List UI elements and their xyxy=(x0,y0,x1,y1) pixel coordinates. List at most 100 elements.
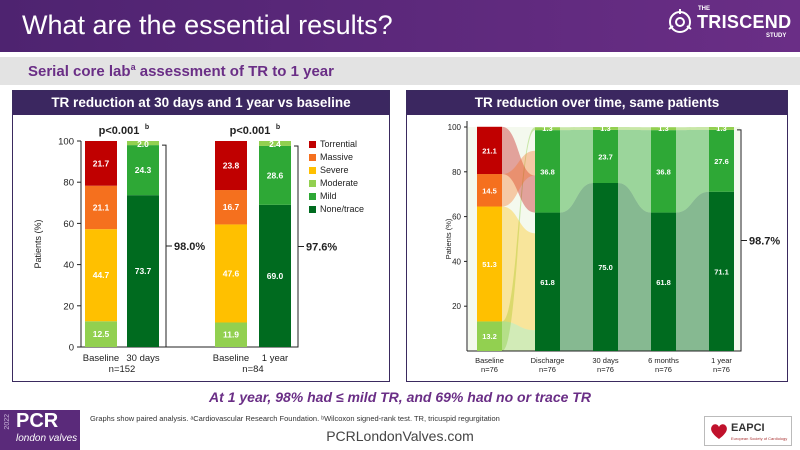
flow-band xyxy=(560,127,593,131)
bar-data-label: 2.0 xyxy=(137,139,149,149)
legend-swatch xyxy=(309,206,316,213)
bar-segment xyxy=(85,141,117,186)
legend-swatch xyxy=(309,154,316,161)
logo-study: STUDY xyxy=(766,33,787,39)
y-tick-label: 60 xyxy=(63,219,74,230)
bar-data-label: 2.4 xyxy=(269,139,281,149)
subtitle-rest: assessment of TR to 1 year xyxy=(135,63,334,80)
bar-data-label: 1.3 xyxy=(542,124,552,133)
bar-segment xyxy=(477,206,502,322)
bar-data-label: 1.3 xyxy=(658,124,668,133)
bar-data-label: 47.6 xyxy=(223,268,240,278)
bracket-label: 98.0% xyxy=(174,241,205,253)
bar-data-label: 61.8 xyxy=(540,278,555,287)
flow-band xyxy=(560,183,593,351)
bracket xyxy=(737,129,747,352)
y-axis-label: Patients (%) xyxy=(444,218,453,259)
bar-segment xyxy=(593,129,618,183)
p-value-sup: b xyxy=(145,124,149,131)
bar-segment xyxy=(259,145,291,205)
y-tick-label: 0 xyxy=(69,343,74,354)
flow-band xyxy=(676,129,709,213)
x-tick-label: Baseline xyxy=(83,353,119,364)
logo-name: TRISCEND xyxy=(697,12,792,32)
bar-segment xyxy=(85,185,117,230)
bar-data-label: 36.8 xyxy=(540,167,555,176)
p-value-label: p<0.001 xyxy=(99,125,140,137)
bar-segment xyxy=(215,224,247,323)
legend-label: Moderate xyxy=(320,178,358,188)
bar-data-label: 69.0 xyxy=(267,271,284,281)
triscend-logo: THE TRISCEND STUDY xyxy=(662,6,792,46)
bracket xyxy=(162,144,172,348)
x-tick-label: Baseline xyxy=(475,356,504,365)
bar-segment xyxy=(651,130,676,213)
legend-swatch xyxy=(309,180,316,187)
bar-segment xyxy=(215,190,247,225)
y-tick-label: 80 xyxy=(63,178,74,189)
flow-band xyxy=(502,150,535,207)
bar-segment xyxy=(709,127,734,130)
page-title: What are the essential results? xyxy=(22,10,393,40)
right-chart: 20 40 60 80 100 Patients (%) 13.2 51.3 14.5 21.1 B… xyxy=(444,121,780,374)
bar-segment xyxy=(593,127,618,130)
key-message: At 1 year, 98% had ≤ mild TR, and 69% ha… xyxy=(209,389,591,405)
x-tick-label: Discharge xyxy=(531,356,565,365)
bar-data-label: 51.3 xyxy=(482,260,497,269)
flow-band xyxy=(618,127,651,131)
x-tick-label: Baseline xyxy=(213,353,249,364)
bar-data-label: 16.7 xyxy=(223,202,240,212)
bar-data-label: 28.6 xyxy=(267,170,284,180)
left-chart-title: TR reduction at 30 days and 1 year vs ba… xyxy=(13,91,389,115)
bar-data-label: 12.5 xyxy=(93,329,110,339)
y-axis-label: Patients (%) xyxy=(33,219,43,268)
flow-band xyxy=(618,129,651,213)
footer-url[interactable]: PCRLondonValves.com xyxy=(326,428,474,444)
legend-label: Severe xyxy=(320,165,349,175)
legend-label: None/trace xyxy=(320,204,364,214)
y-tick-label: 100 xyxy=(448,123,462,132)
y-tick-label: 20 xyxy=(63,301,74,312)
subtitle-text: Serial core lab xyxy=(28,63,131,80)
eapci-logo: EAPCI European Society of Cardiology xyxy=(704,416,792,446)
flow-band xyxy=(676,127,709,131)
y-tick-label: 40 xyxy=(63,260,74,271)
group-n-label: n=152 xyxy=(109,364,136,375)
flow-band xyxy=(560,129,593,213)
flow-band xyxy=(502,206,535,331)
bar-data-label: 21.1 xyxy=(482,146,497,155)
bar-segment xyxy=(593,183,618,351)
pcr-logo-block xyxy=(0,410,80,450)
footnote: Graphs show paired analysis. ᵃCardiovasc… xyxy=(90,414,500,423)
x-n-label: n=76 xyxy=(713,365,730,374)
legend-swatch xyxy=(309,193,316,200)
legend-swatch xyxy=(309,141,316,148)
flow-band xyxy=(676,191,709,351)
legend-label: Massive xyxy=(320,152,353,162)
bar-data-label: 14.5 xyxy=(482,186,497,195)
footer xyxy=(0,410,800,450)
bar-segment xyxy=(215,141,247,191)
bar-segment xyxy=(651,127,676,131)
bar-segment xyxy=(215,322,247,347)
y-tick-label: 100 xyxy=(58,137,74,148)
bar-segment xyxy=(127,195,159,347)
bar-segment xyxy=(127,141,159,146)
p-value-sup: b xyxy=(276,124,280,131)
pcr-logo-sub: london valves xyxy=(16,433,78,444)
bar-segment xyxy=(709,191,734,351)
y-tick-label: 40 xyxy=(452,257,461,266)
right-chart-title: TR reduction over time, same patients xyxy=(407,91,787,115)
pcr-logo: PCR xyxy=(16,410,59,432)
x-n-label: n=76 xyxy=(539,365,556,374)
bar-data-label: 21.7 xyxy=(93,158,110,168)
legend-swatch xyxy=(309,167,316,174)
subtitle-bar: Serial core laba assessment of TR to 1 y… xyxy=(0,57,800,85)
x-tick-label: 1 year xyxy=(262,353,288,364)
x-tick-label: 1 year xyxy=(711,356,732,365)
y-tick-label: 60 xyxy=(452,213,461,222)
heart-icon xyxy=(711,424,727,439)
bar-segment xyxy=(535,127,560,131)
x-tick-label: 30 days xyxy=(126,353,160,364)
x-tick-label: 30 days xyxy=(592,356,619,365)
